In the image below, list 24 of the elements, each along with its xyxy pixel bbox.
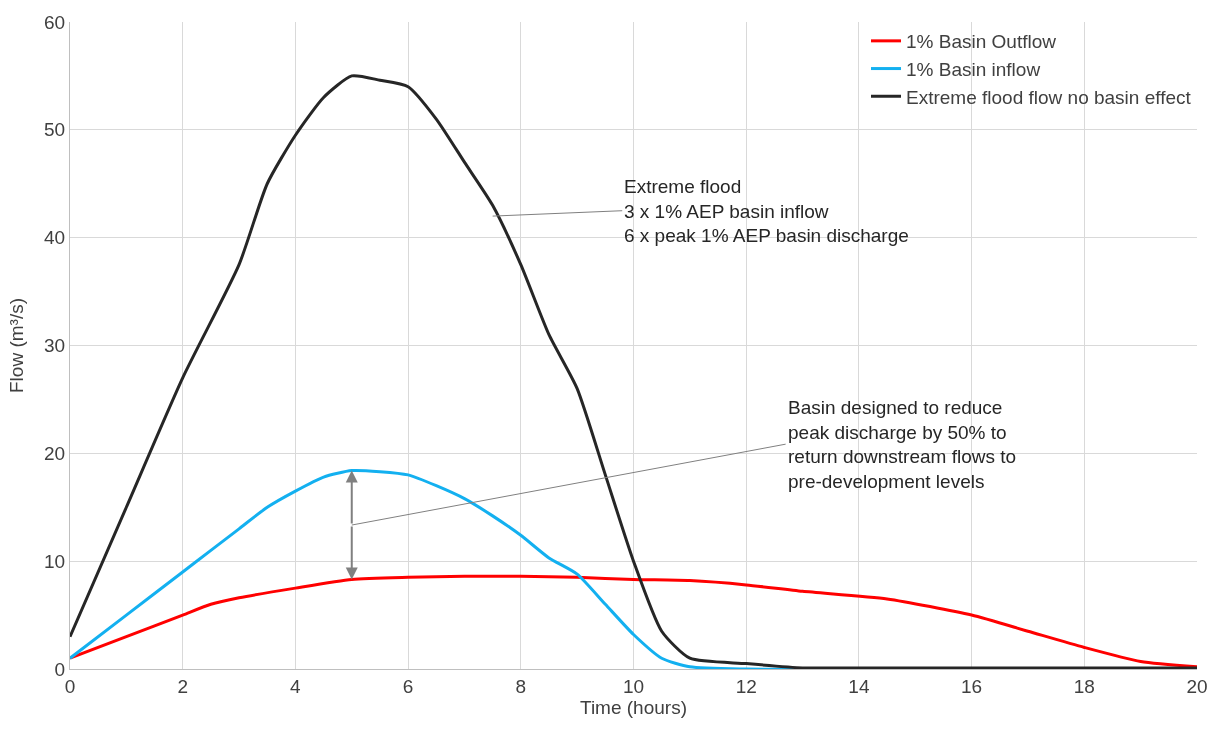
x-tick-label: 16 — [961, 675, 983, 697]
y-tick-label: 0 — [54, 658, 66, 680]
legend-label: 1% Basin Outflow — [906, 31, 1057, 53]
y-tick-label: 40 — [44, 227, 66, 249]
x-tick-label: 2 — [177, 675, 188, 697]
y-axis-title: Flow (m³/s) — [5, 298, 27, 393]
annotation: Basin designed to reduce peak discharge by 50% to return downstream flows to pre-development levels — [788, 397, 1017, 493]
y-tick-label: 60 — [44, 11, 66, 33]
y-tick-label: 20 — [44, 442, 66, 464]
x-tick-label: 8 — [515, 675, 527, 697]
y-tick-label: 30 — [44, 335, 66, 357]
x-axis-title: Time (hours) — [580, 696, 687, 718]
x-tick-label: 20 — [1186, 675, 1208, 697]
legend-label: 1% Basin inflow — [906, 58, 1041, 80]
x-tick-label: 12 — [735, 675, 757, 697]
legend-label: Extreme flood flow no basin effect — [906, 86, 1192, 108]
x-tick-label: 10 — [622, 675, 645, 697]
annotation: Extreme flood 3 x 1% AEP basin inflow 6 x peak 1% AEP basin discharge — [624, 176, 909, 247]
x-tick-label: 14 — [848, 675, 870, 697]
x-tick-label: 4 — [290, 675, 302, 697]
x-tick-label: 18 — [1073, 675, 1095, 697]
y-tick-label: 10 — [44, 550, 66, 572]
x-tick-label: 6 — [402, 675, 414, 697]
y-tick-label: 50 — [44, 119, 66, 141]
